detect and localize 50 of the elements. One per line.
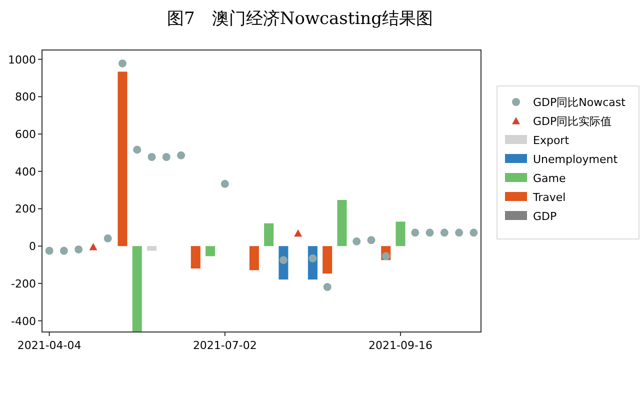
legend-label: GDP <box>533 210 557 223</box>
legend-label: GDP同比实际值 <box>533 115 612 128</box>
chart-title: 图7 澳门经济Nowcasting结果图 <box>167 9 433 29</box>
point <box>177 151 186 160</box>
bar <box>249 246 259 270</box>
x-tick-label: 2021-09-16 <box>368 339 432 352</box>
point <box>89 243 98 250</box>
point <box>426 228 434 237</box>
bar <box>206 246 216 256</box>
bar <box>132 246 142 332</box>
point <box>294 229 302 237</box>
point <box>60 246 68 255</box>
point <box>367 236 376 244</box>
point <box>104 234 112 242</box>
bar <box>264 223 274 246</box>
legend-label: Export <box>533 134 570 147</box>
y-tick-label: 1000 <box>8 53 36 66</box>
point <box>323 283 332 291</box>
legend-label: Travel <box>532 191 566 204</box>
point <box>133 146 142 154</box>
point <box>455 228 464 237</box>
point <box>148 153 156 162</box>
point <box>470 228 478 237</box>
y-tick-label: 0 <box>29 240 36 254</box>
point <box>440 228 448 237</box>
y-tick-label: 800 <box>15 90 36 104</box>
bar <box>190 246 200 269</box>
x-tick-label: 2021-07-02 <box>192 339 257 352</box>
y-tick-label: -400 <box>11 314 36 328</box>
legend-label: GDP同比Nowcast <box>533 96 626 109</box>
bar <box>396 222 406 246</box>
y-tick-label: 600 <box>15 128 36 142</box>
point <box>74 245 83 254</box>
bar <box>322 246 332 274</box>
point <box>118 59 126 68</box>
point <box>308 254 317 262</box>
point <box>162 153 170 162</box>
bar <box>337 200 347 246</box>
point <box>411 228 420 237</box>
y-tick-label: 400 <box>15 165 36 178</box>
x-tick-label: 2021-04-04 <box>17 339 82 352</box>
point <box>45 246 54 255</box>
point <box>220 180 229 188</box>
legend-label: Unemployment <box>533 153 618 166</box>
bar <box>146 246 157 251</box>
y-tick-label: 200 <box>15 202 36 216</box>
bar <box>118 72 128 246</box>
point <box>352 237 361 246</box>
legend-label: Game <box>533 172 566 185</box>
y-tick-label: -200 <box>11 277 36 290</box>
